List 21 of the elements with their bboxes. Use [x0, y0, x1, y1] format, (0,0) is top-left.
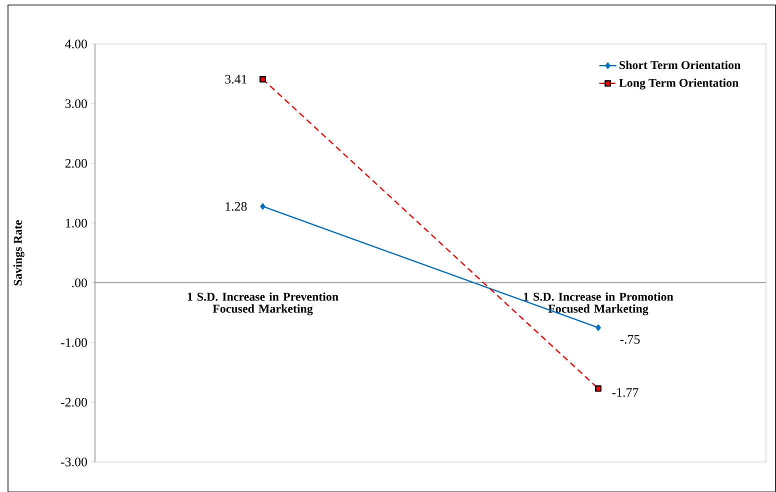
- data-label: -.75: [620, 335, 640, 344]
- point: [596, 324, 601, 331]
- data-label: 3.41: [225, 74, 247, 84]
- y-tick-label: 1.00: [66, 218, 88, 228]
- legend-label: Long Term Orientation: [619, 78, 739, 90]
- y-tick-label: 3.00: [65, 99, 88, 108]
- point: [260, 203, 266, 210]
- y-tick-label: .00: [72, 278, 88, 288]
- x-tick-label: 1 S.D. Increase in Promotion Focused Marketing: [524, 292, 674, 316]
- point: [595, 385, 602, 392]
- y-tick-label: 2.00: [65, 159, 88, 168]
- data-label: -1.77: [612, 388, 638, 397]
- y-tick-label: 4.00: [65, 40, 88, 48]
- y-tick-label: -1.00: [61, 338, 88, 347]
- x-tick-label: 1 S.D. Increase in Prevention Focused Marketing: [188, 292, 338, 316]
- point: [260, 76, 266, 82]
- y-tick-label: -2.00: [61, 398, 88, 407]
- legend-label: Short Term Orientation: [620, 60, 741, 70]
- y-tick-label: -3.00: [61, 458, 88, 466]
- data-label: 1.28: [226, 202, 247, 211]
- y-axis-title: Savings Rate: [13, 220, 24, 286]
